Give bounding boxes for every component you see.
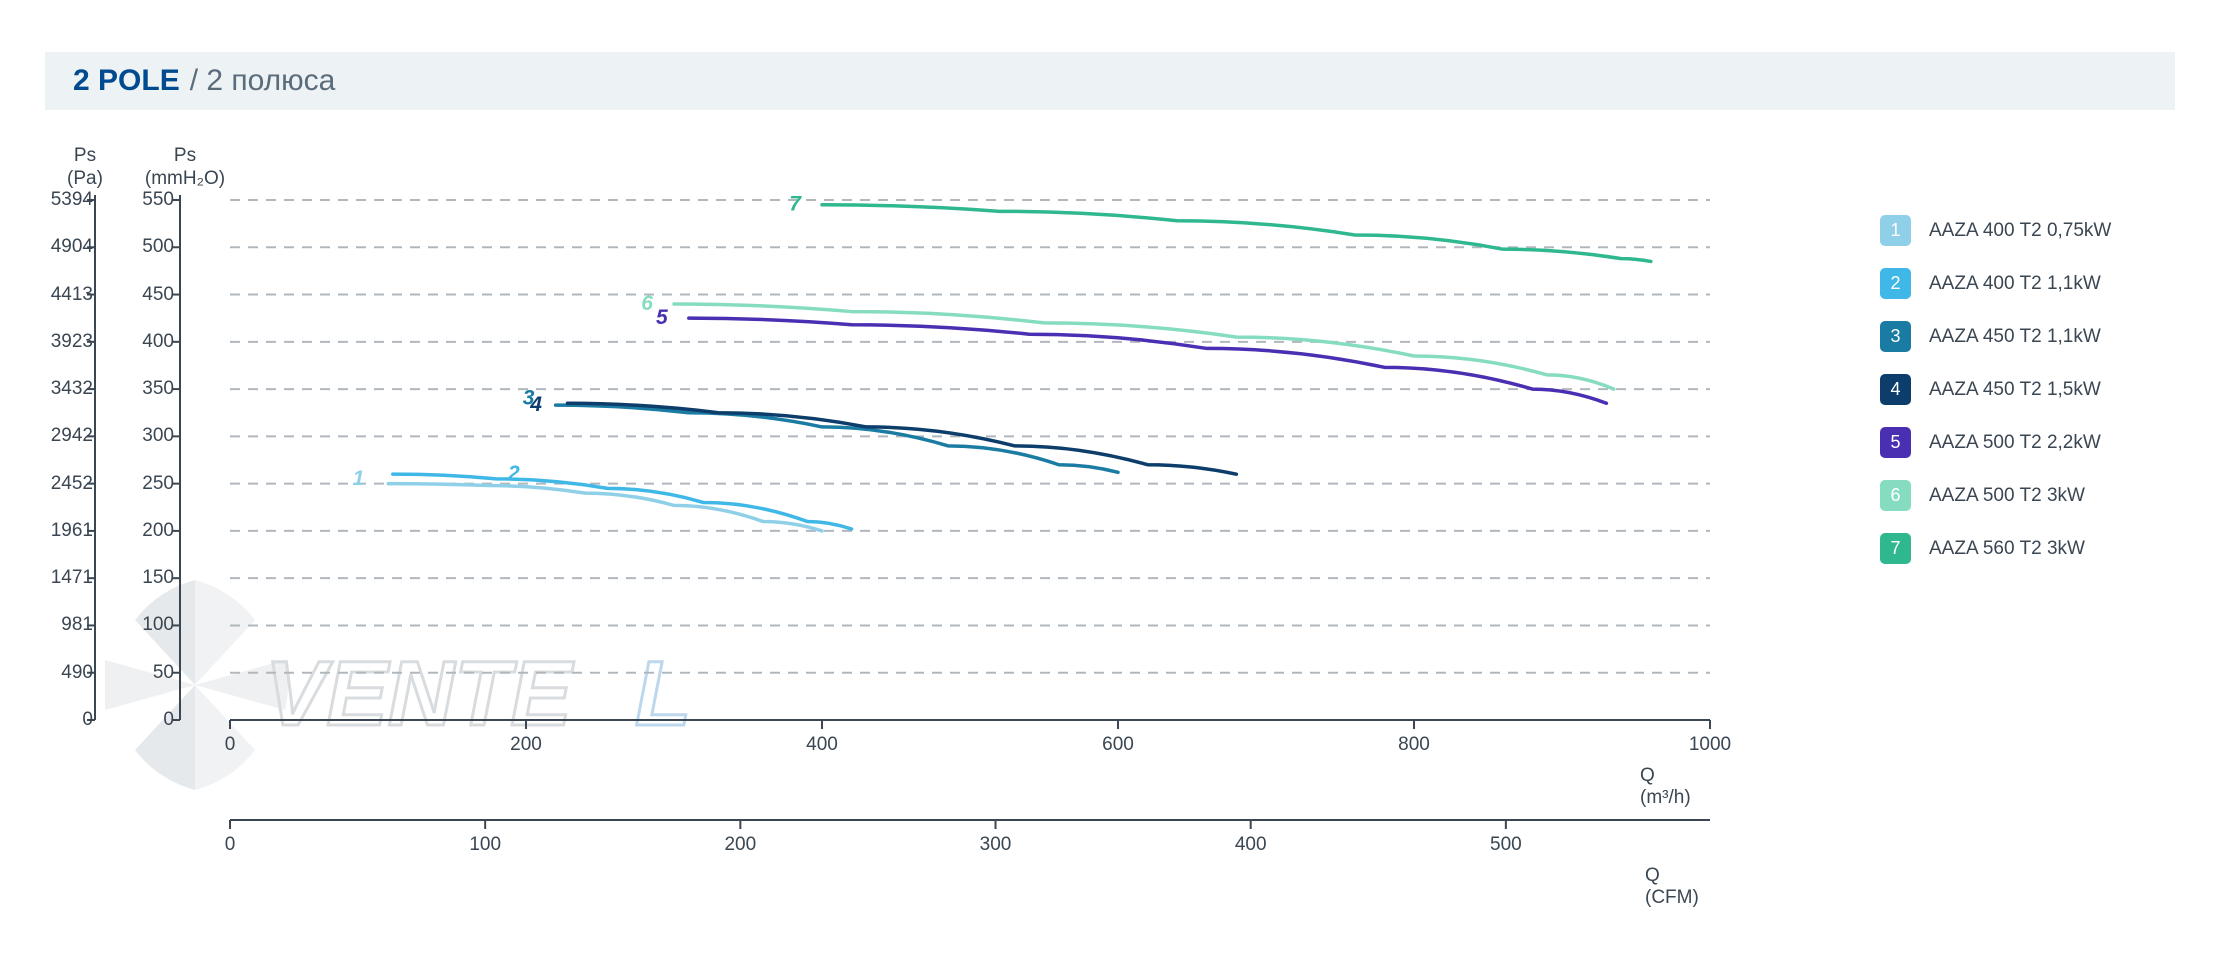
x2-tick-label: 300	[980, 834, 1012, 856]
legend-label: AAZA 400 T2 0,75kW	[1929, 220, 2111, 242]
series-number-1: 1	[353, 467, 365, 490]
series-number-7: 7	[789, 193, 802, 216]
y2-tick-label: 50	[132, 662, 174, 684]
y2-tick-label: 500	[132, 236, 174, 258]
title-sub: / 2 полюса	[190, 64, 336, 98]
legend-label: AAZA 450 T2 1,5kW	[1929, 379, 2101, 401]
title-main: 2 POLE	[73, 64, 180, 98]
x1-tick-label: 600	[1102, 734, 1134, 756]
legend: 1 AAZA 400 T2 0,75kW 2 AAZA 400 T2 1,1kW 3 AA…	[1880, 215, 2111, 586]
legend-item: 3 AAZA 450 T2 1,1kW	[1880, 321, 2111, 352]
legend-swatch: 2	[1880, 268, 1911, 299]
y2-tick-label: 400	[132, 331, 174, 353]
legend-item: 7 AAZA 560 T2 3kW	[1880, 533, 2111, 564]
y2-tick-label: 350	[132, 378, 174, 400]
y1-tick-label: 4413	[45, 284, 93, 306]
y2-tick-label: 300	[132, 425, 174, 447]
y2-tick-label: 150	[132, 567, 174, 589]
y1-tick-label: 1471	[45, 567, 93, 589]
y1-tick-label: 3923	[45, 331, 93, 353]
y1-tick-label: 5394	[45, 189, 93, 211]
legend-item: 4 AAZA 450 T2 1,5kW	[1880, 374, 2111, 405]
y2-axis-label: Ps (mmH₂O)	[140, 145, 230, 191]
y2-tick-label: 450	[132, 284, 174, 306]
y2-tick-label: 250	[132, 473, 174, 495]
y1-tick-label: 981	[45, 614, 93, 636]
y2-label-line2: (mmH₂O)	[145, 168, 225, 189]
legend-swatch: 7	[1880, 533, 1911, 564]
legend-item: 2 AAZA 400 T2 1,1kW	[1880, 268, 2111, 299]
y1-tick-label: 2452	[45, 473, 93, 495]
series-curve-7	[822, 205, 1651, 262]
x1-tick-label: 400	[806, 734, 838, 756]
x1-tick-label: 1000	[1689, 734, 1731, 756]
legend-label: AAZA 500 T2 3kW	[1929, 485, 2085, 507]
y2-label-line1: Ps	[174, 145, 196, 166]
legend-swatch: 5	[1880, 427, 1911, 458]
series-number-4: 4	[529, 393, 542, 416]
y1-tick-label: 2942	[45, 425, 93, 447]
x2-tick-label: 400	[1235, 834, 1267, 856]
x2-tick-label: 0	[225, 834, 236, 856]
legend-label: AAZA 450 T2 1,1kW	[1929, 326, 2101, 348]
y2-tick-label: 200	[132, 520, 174, 542]
y1-tick-label: 0	[45, 709, 93, 731]
x2-tick-label: 200	[724, 834, 756, 856]
x1-tick-label: 200	[510, 734, 542, 756]
x2-axis: 0100200300400500Q (CFM)	[230, 820, 1710, 860]
series-number-6: 6	[641, 292, 653, 315]
legend-swatch: 4	[1880, 374, 1911, 405]
legend-swatch: 6	[1880, 480, 1911, 511]
y1-tick-label: 4904	[45, 236, 93, 258]
y1-label-line2: (Pa)	[67, 168, 103, 189]
y1-tick-label: 1961	[45, 520, 93, 542]
chart-plot-area: 1234567 53945504904500441345039234003432…	[230, 200, 1710, 720]
x1-tick-label: 800	[1398, 734, 1430, 756]
legend-item: 6 AAZA 500 T2 3kW	[1880, 480, 2111, 511]
y1-axis-label: Ps (Pa)	[60, 145, 110, 191]
x1-tick-label: 0	[225, 734, 236, 756]
legend-item: 1 AAZA 400 T2 0,75kW	[1880, 215, 2111, 246]
series-curve-3	[556, 405, 1118, 472]
legend-label: AAZA 400 T2 1,1kW	[1929, 273, 2101, 295]
y2-tick-label: 0	[132, 709, 174, 731]
legend-swatch: 3	[1880, 321, 1911, 352]
y2-tick-label: 100	[132, 614, 174, 636]
series-number-2: 2	[507, 462, 520, 485]
legend-label: AAZA 500 T2 2,2kW	[1929, 432, 2101, 454]
x2-tick-label: 500	[1490, 834, 1522, 856]
x2-tick-label: 100	[469, 834, 501, 856]
legend-label: AAZA 560 T2 3kW	[1929, 538, 2085, 560]
series-curve-4	[567, 403, 1236, 474]
x1-axis-title: Q (m³/h)	[1640, 765, 1710, 809]
x2-axis-title: Q (CFM)	[1645, 865, 1710, 909]
title-bar: 2 POLE / 2 полюса	[45, 52, 2175, 110]
y1-tick-label: 490	[45, 662, 93, 684]
y1-tick-label: 3432	[45, 378, 93, 400]
legend-item: 5 AAZA 500 T2 2,2kW	[1880, 427, 2111, 458]
y2-tick-label: 550	[132, 189, 174, 211]
y1-label-line1: Ps	[74, 145, 96, 166]
legend-swatch: 1	[1880, 215, 1911, 246]
series-number-5: 5	[656, 306, 668, 329]
